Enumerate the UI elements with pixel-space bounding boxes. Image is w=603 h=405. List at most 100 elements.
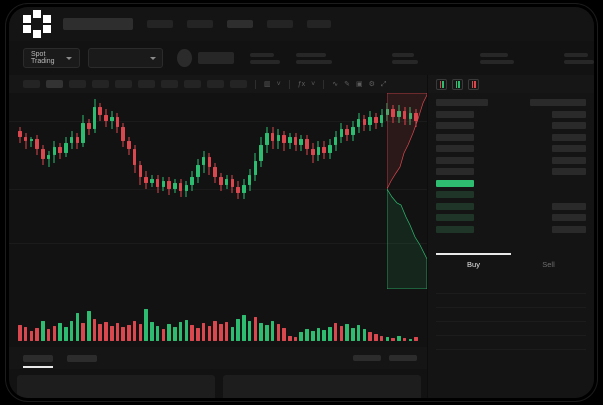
depth-chart-overlay [387,93,427,289]
bottom-tab-orders[interactable] [23,354,53,368]
volume-bar [270,321,275,341]
price-chart[interactable] [9,93,427,347]
bottom-panel-right[interactable] [223,375,421,398]
timeframe-button-active[interactable] [46,80,63,88]
candle [104,93,108,289]
volume-bar [109,326,114,341]
volume-bar [144,309,148,341]
orderbook-row[interactable] [436,191,586,198]
volume-bar [282,328,286,341]
order-form-field[interactable] [436,294,586,308]
camera-icon[interactable]: ▣ [355,80,363,88]
candle-chart-icon[interactable]: ▥ [264,80,271,88]
order-form-rows [436,280,586,364]
candle [339,93,344,289]
bottom-action-2[interactable] [389,355,417,361]
line-tool-icon[interactable]: ∿ [332,80,339,88]
timeframe-button[interactable] [184,80,201,88]
candle [213,93,217,289]
volume-bar [379,336,384,341]
ticker-stat-1 [250,52,280,64]
timeframe-button[interactable] [161,80,178,88]
candle [224,93,229,289]
candle [167,93,171,289]
pencil-icon[interactable]: ✎ [344,80,350,88]
orderbook-row[interactable] [436,202,586,210]
orderbook-row[interactable] [436,225,586,233]
orderbook-row[interactable] [436,168,586,175]
orderbook-row[interactable] [436,122,586,129]
orderbook-row[interactable] [436,156,586,164]
volume-bar [196,328,200,341]
candle [333,93,338,289]
nav-item-3[interactable] [227,20,253,28]
timeframe-button[interactable] [207,80,224,88]
timeframe-button[interactable] [115,80,132,88]
chevron-down-icon[interactable]: ˅ [276,80,281,88]
orderbook-sell-icon[interactable] [468,78,479,90]
candle [18,93,22,289]
trading-mode-dropdown[interactable]: Spot Trading [23,48,80,68]
indicator-icon[interactable]: ƒx [297,80,306,88]
orderbook-rows[interactable] [428,93,594,233]
orderbook-row[interactable] [436,99,586,106]
nav-item-5[interactable] [307,20,331,28]
orderbook-buy-icon[interactable] [452,78,463,90]
order-form-field[interactable] [436,350,586,364]
timeframe-button[interactable] [69,80,86,88]
order-form-field[interactable] [436,336,586,350]
fullscreen-icon[interactable]: ⤢ [380,80,387,88]
bottom-tab-positions[interactable] [67,354,97,362]
volume-bar [276,324,281,341]
divider [255,79,256,89]
chevron-down-icon[interactable]: ˅ [311,80,316,88]
timeframe-button[interactable] [138,80,155,88]
search-input[interactable] [63,18,133,30]
candle [356,93,361,289]
ticker-stat-5 [564,52,594,64]
order-form-field[interactable] [436,280,586,294]
nav-item-2[interactable] [187,20,213,28]
volume-bar [247,321,252,341]
orderbook-both-icon[interactable] [436,78,447,90]
volume-bar [161,329,166,341]
tab-buy[interactable]: Buy [436,253,511,275]
nav-item-1[interactable] [147,20,173,28]
volume-bar [35,328,39,341]
orderbook-row[interactable] [436,145,586,152]
candle [173,93,177,289]
candle [322,93,326,289]
timeframe-button[interactable] [23,80,40,88]
orderbook-row[interactable] [436,110,586,118]
order-form-field[interactable] [436,308,586,322]
candle [132,93,137,289]
ticker-bar: Spot Trading [9,41,594,75]
bottom-action-1[interactable] [353,355,381,361]
volume-bar [402,338,407,341]
candle [397,93,401,289]
tab-sell[interactable]: Sell [542,260,555,269]
settings-icon[interactable]: ⚙ [368,80,375,88]
volume-bar [115,323,120,341]
pair-selector[interactable] [87,48,163,68]
volume-bar [173,327,177,341]
timeframe-button[interactable] [230,80,247,88]
orderbook-row[interactable] [436,214,586,221]
volume-bar [41,321,45,341]
bottom-panel-left[interactable] [17,375,215,398]
nav-item-4[interactable] [267,20,293,28]
volume-bar [322,330,326,341]
volume-bar [184,320,189,341]
order-form-field[interactable] [436,322,586,336]
timeframe-button[interactable] [92,80,109,88]
ticker-stat-4 [480,52,514,64]
okx-logo[interactable] [23,10,51,38]
buy-sell-tabs: Buy Sell [436,253,586,275]
volume-bar [408,339,413,341]
volume-bar [414,337,418,341]
candle [92,93,97,289]
orderbook-row[interactable] [436,179,586,187]
orderbook-row[interactable] [436,133,586,141]
volume-bar [385,337,390,341]
ticker-stat-2 [296,52,332,64]
